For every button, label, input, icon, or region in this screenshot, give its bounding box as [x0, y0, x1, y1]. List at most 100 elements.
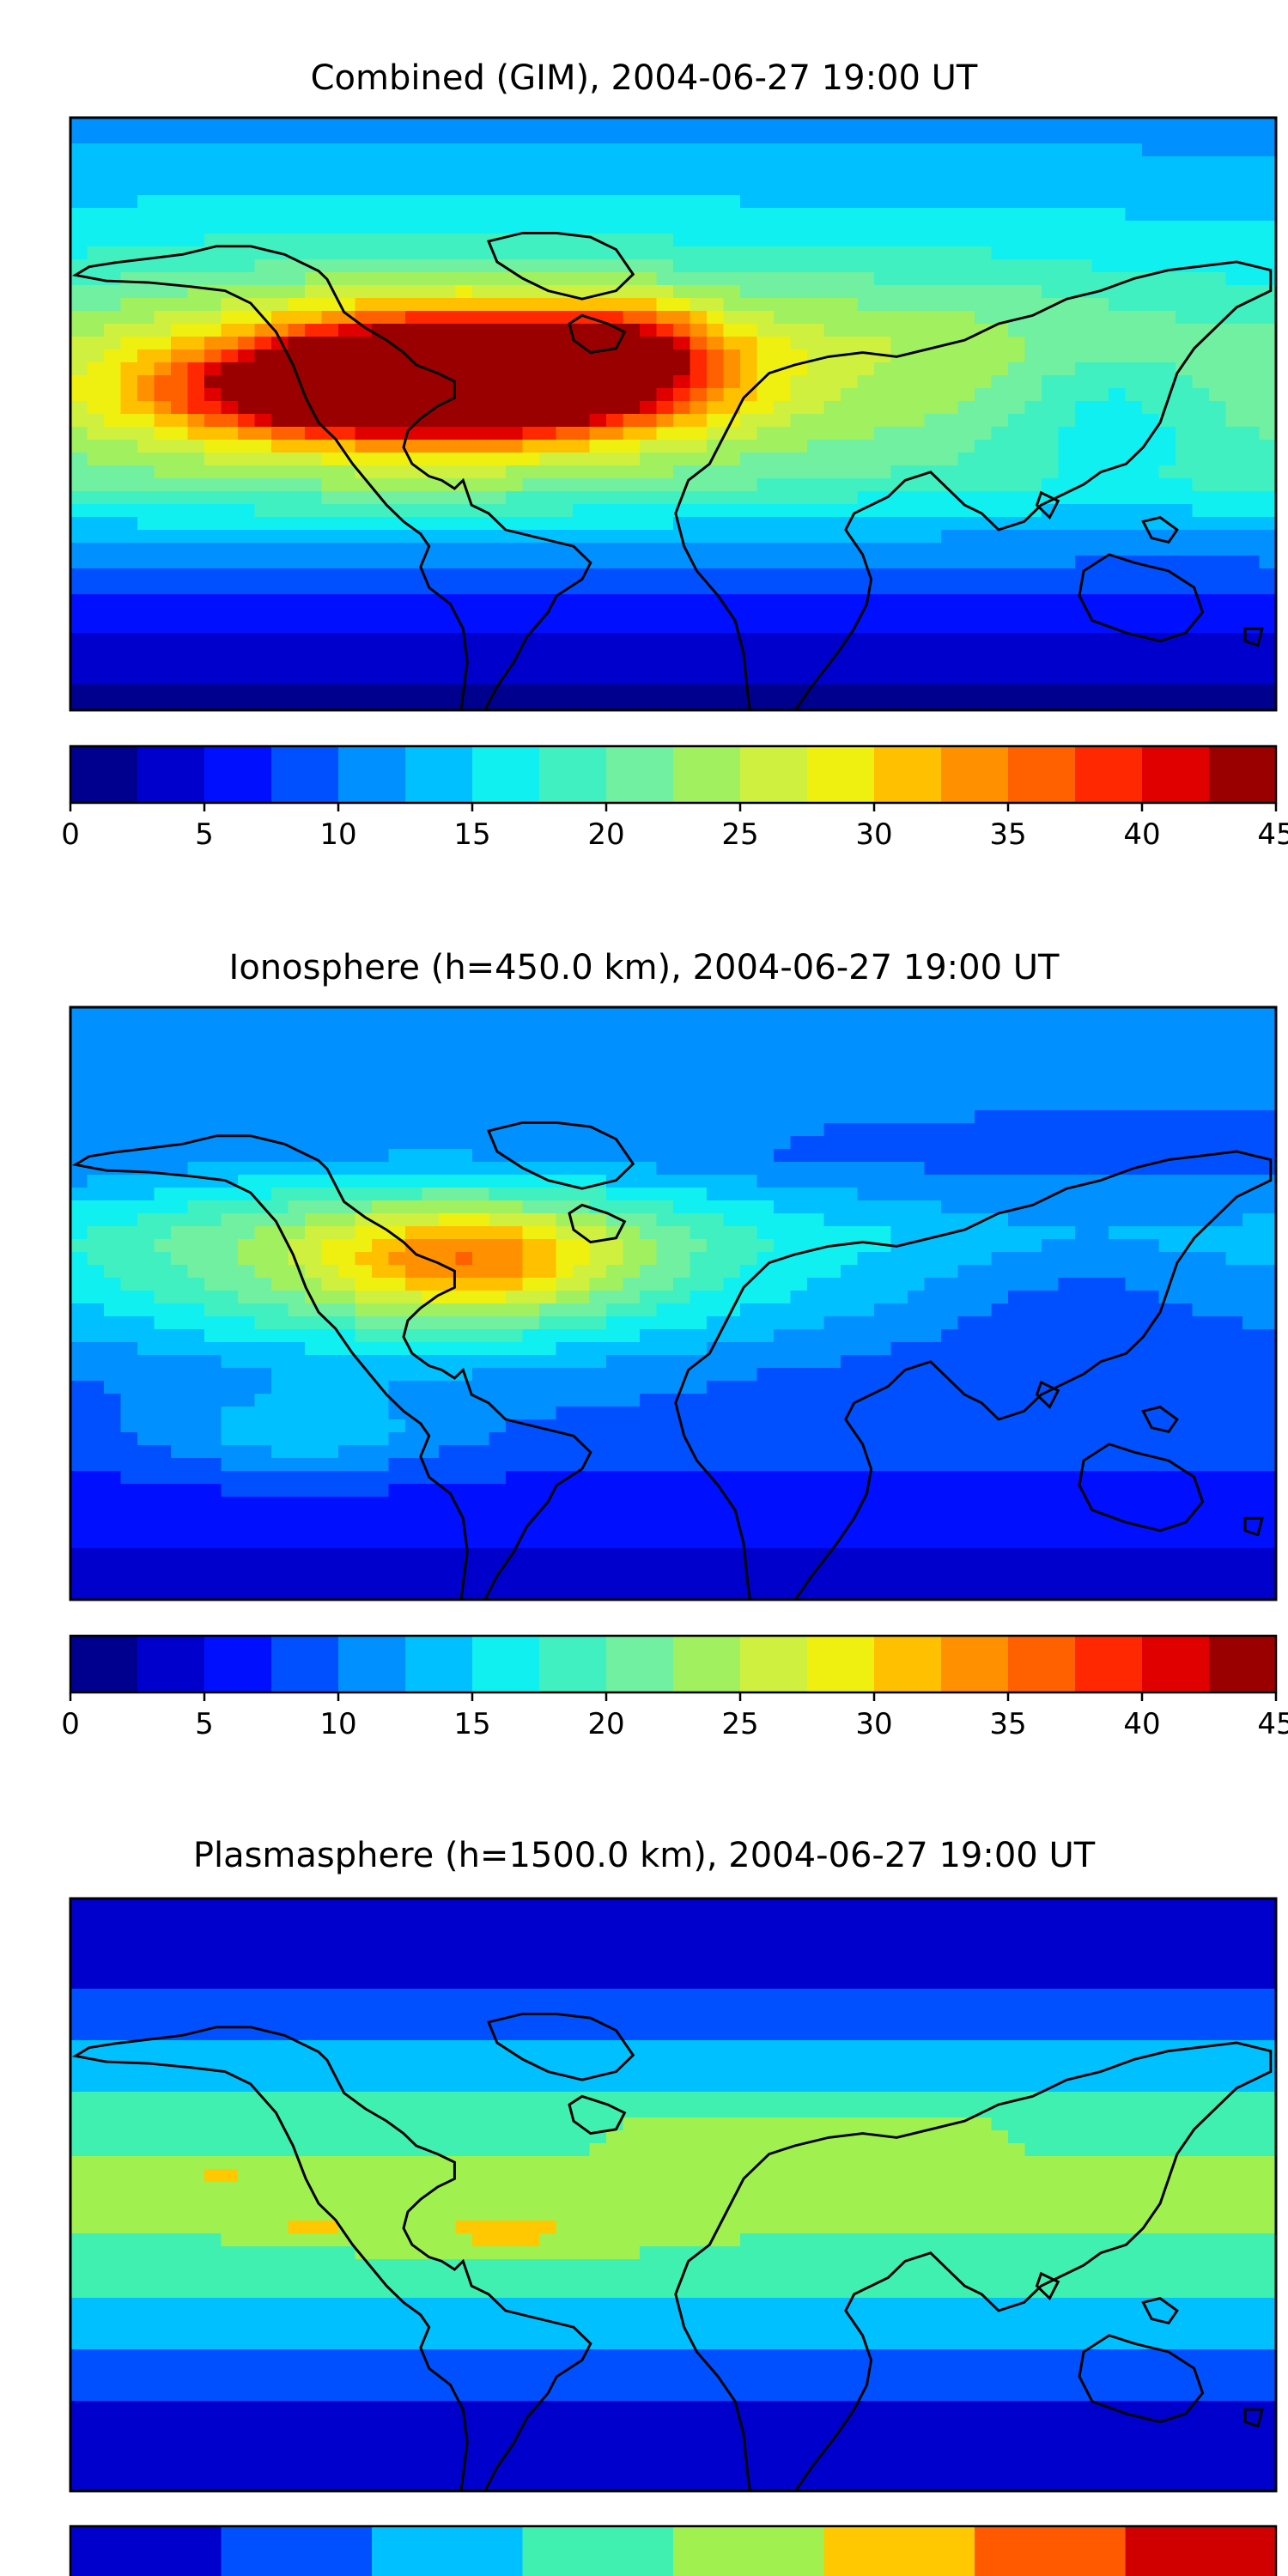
field-cell [104, 1175, 122, 1188]
field-cell [857, 1239, 875, 1253]
field-cell [187, 440, 205, 453]
field-cell [1259, 208, 1276, 222]
field-cell [890, 375, 908, 389]
field-cell [656, 1110, 674, 1124]
field-cell [1042, 1149, 1060, 1163]
field-cell [774, 671, 792, 685]
field-cell [70, 543, 88, 556]
field-cell [422, 671, 440, 685]
field-cell [957, 246, 975, 260]
field-cell [187, 1097, 205, 1111]
field-cell [874, 259, 892, 273]
field-cell [656, 1239, 674, 1253]
field-cell [338, 1136, 356, 1150]
field-cell [589, 156, 607, 170]
field-cell [823, 684, 841, 698]
field-cell [841, 556, 859, 569]
field-cell [874, 607, 892, 621]
field-cell [1225, 1110, 1243, 1124]
field-cell [589, 1226, 607, 1240]
colorbar-tick-label: 30 [855, 817, 892, 852]
field-cell [1176, 169, 1194, 183]
field-cell [104, 208, 122, 222]
field-cell [1158, 1175, 1176, 1188]
field-cell [991, 1188, 1009, 1201]
field-cell [1259, 620, 1276, 634]
field-cell [355, 362, 373, 376]
field-cell [874, 246, 892, 260]
field-cell [1242, 221, 1261, 234]
field-cell [137, 259, 155, 273]
field-cell [790, 427, 808, 440]
field-cell [656, 543, 674, 556]
field-cell [154, 1149, 172, 1163]
field-cell [70, 607, 88, 621]
field-cell [1176, 594, 1194, 608]
field-cell [338, 118, 356, 131]
field-cell [991, 620, 1009, 634]
field-cell [1024, 478, 1042, 492]
field-cell [305, 697, 323, 710]
field-cell [271, 465, 289, 479]
field-cell [187, 143, 205, 157]
field-cell [238, 1123, 256, 1137]
field-cell [1058, 1007, 1076, 1021]
field-cell [941, 246, 959, 260]
field-cell [807, 453, 825, 466]
field-cell [1109, 1123, 1127, 1137]
field-cell [1042, 324, 1060, 337]
field-cell [790, 298, 808, 312]
field-cell [238, 465, 256, 479]
colorbar-tick-label: 40 [1123, 817, 1160, 852]
field-cell [254, 504, 272, 518]
field-cell [238, 440, 256, 453]
field-cell [321, 1123, 339, 1137]
field-cell [740, 195, 758, 209]
field-cell [890, 156, 908, 170]
field-cell [941, 362, 959, 376]
field-cell [439, 440, 457, 453]
field-cell [455, 401, 473, 415]
field-cell [690, 143, 708, 157]
field-cell [874, 1123, 892, 1137]
field-cell [338, 1123, 356, 1137]
field-cell [87, 1213, 105, 1227]
field-cell [221, 337, 239, 350]
field-cell [405, 465, 423, 479]
field-cell [171, 1200, 189, 1214]
field-cell [506, 131, 524, 144]
field-cell [154, 1072, 172, 1085]
field-cell [1075, 169, 1093, 183]
field-cell [338, 1097, 356, 1111]
field-cell [807, 414, 825, 428]
field-cell [723, 1007, 741, 1021]
field-cell [1142, 131, 1160, 144]
field-cell [288, 440, 306, 453]
field-cell [975, 1110, 993, 1124]
field-cell [455, 1265, 473, 1279]
field-cell [707, 143, 725, 157]
field-cell [422, 1175, 440, 1188]
field-cell [439, 568, 457, 582]
field-cell [823, 530, 841, 544]
field-cell [522, 1149, 540, 1163]
field-cell [957, 1136, 975, 1150]
field-cell [1058, 311, 1076, 325]
field-cell [991, 581, 1009, 595]
field-cell [656, 1059, 674, 1072]
field-cell [522, 1007, 540, 1021]
field-cell [1192, 659, 1210, 672]
field-cell [941, 1059, 959, 1072]
field-cell [589, 504, 607, 518]
field-cell [908, 246, 926, 260]
field-cell [271, 440, 289, 453]
field-cell [321, 324, 339, 337]
field-cell [924, 324, 942, 337]
field-cell [957, 375, 975, 389]
field-cell [857, 1278, 875, 1291]
field-cell [204, 633, 222, 647]
field-cell [1225, 1200, 1243, 1214]
field-cell [522, 1188, 540, 1201]
field-cell [1042, 375, 1060, 389]
field-cell [171, 208, 189, 222]
